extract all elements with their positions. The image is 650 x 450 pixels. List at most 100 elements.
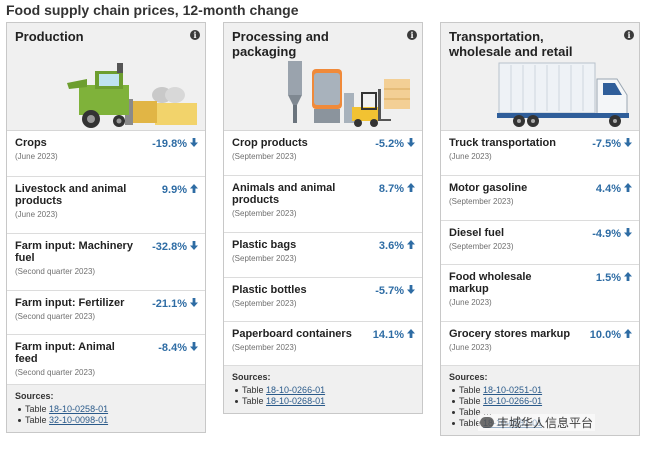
indicator-row: Livestock and animal products (June 2023…: [7, 177, 205, 234]
source-item: Table 18-10-0268-01: [232, 396, 414, 407]
indicator-date: (June 2023): [15, 152, 58, 161]
indicator-value: 3.6%: [379, 239, 416, 252]
indicator-value: -5.2%: [375, 137, 416, 150]
source-link[interactable]: 18-10-0266-01: [266, 385, 326, 395]
indicator-label: Plastic bags: [232, 239, 297, 251]
indicator-label: Diesel fuel: [449, 227, 505, 239]
source-item: Table …: [449, 407, 631, 418]
source-item: Table 18-10-0251-01: [449, 385, 631, 396]
indicator-date: (September 2023): [232, 343, 297, 352]
arrow-down-icon: [190, 298, 198, 307]
info-icon[interactable]: i: [407, 30, 417, 40]
source-link[interactable]: 18-10-0251-01: [483, 385, 543, 395]
panel-header: Transportation, wholesale and retail i: [441, 23, 639, 131]
info-icon[interactable]: i: [190, 30, 200, 40]
panel-header: Processing and packaging i: [224, 23, 422, 131]
source-item: Table 18-10-0266-01: [232, 385, 414, 396]
page-title: Food supply chain prices, 12-month chang…: [6, 2, 299, 18]
panel-title: Transportation, wholesale and retail: [449, 29, 573, 59]
indicator-value: 1.5%: [596, 271, 633, 284]
indicator-row: Food wholesale markup (June 2023) 1.5%: [441, 265, 639, 322]
source-item: Table 32-10-0098-01: [15, 415, 197, 426]
arrow-down-icon: [190, 342, 198, 351]
arrow-down-icon: [624, 228, 632, 237]
indicator-list: Crop products (September 2023) -5.2% Ani…: [224, 131, 422, 366]
panel-transportation: Transportation, wholesale and retail i: [440, 22, 640, 436]
indicator-list: Truck transportation (June 2023) -7.5% M…: [441, 131, 639, 366]
arrow-down-icon: [407, 285, 415, 294]
arrow-up-icon: [624, 183, 632, 192]
indicator-date: (Second quarter 2023): [15, 368, 96, 377]
indicator-value: -5.7%: [375, 284, 416, 297]
panel-production: Production i Crops (June 2023): [6, 22, 206, 433]
indicator-value: -32.8%: [152, 240, 199, 253]
source-item: Table 18-10-0258-01: [15, 404, 197, 415]
panel-title: Processing and packaging: [232, 29, 329, 59]
indicator-label: Animals and animal products: [232, 182, 336, 206]
indicator-value: -4.9%: [592, 227, 633, 240]
sources-label: Sources:: [232, 372, 271, 382]
combine-harvester-icon: [67, 63, 197, 128]
indicator-row: Diesel fuel (September 2023) -4.9%: [441, 221, 639, 265]
source-link[interactable]: 18-10-0266-01: [483, 396, 543, 406]
source-link[interactable]: 18-10-0268-01: [266, 396, 326, 406]
watermark: 丰城华人信息平台: [478, 414, 596, 431]
indicator-value: 10.0%: [590, 328, 633, 341]
indicator-row: Farm input: Fertilizer (Second quarter 2…: [7, 291, 205, 335]
indicator-label: Paperboard containers: [232, 328, 352, 340]
indicator-label: Farm input: Animal feed: [15, 341, 115, 365]
indicator-row: Paperboard containers (September 2023) 1…: [224, 322, 422, 366]
indicator-date: (September 2023): [232, 152, 297, 161]
indicator-date: (September 2023): [449, 197, 514, 206]
arrow-down-icon: [624, 138, 632, 147]
indicator-value: -8.4%: [158, 341, 199, 354]
indicator-date: (Second quarter 2023): [15, 312, 96, 321]
indicator-date: (Second quarter 2023): [15, 267, 96, 276]
indicator-date: (September 2023): [232, 254, 297, 263]
indicator-row: Animals and animal products (September 2…: [224, 176, 422, 233]
source-link[interactable]: 18-10-0258-01: [49, 404, 109, 414]
indicator-value: 9.9%: [162, 183, 199, 196]
arrow-up-icon: [407, 329, 415, 338]
indicator-date: (September 2023): [232, 209, 297, 218]
indicator-value: 8.7%: [379, 182, 416, 195]
indicator-list: Crops (June 2023) -19.8% Livestock and a…: [7, 131, 205, 385]
indicator-label: Plastic bottles: [232, 284, 307, 296]
arrow-down-icon: [190, 138, 198, 147]
indicator-date: (September 2023): [232, 299, 297, 308]
indicator-row: Farm input: Machinery fuel (Second quart…: [7, 234, 205, 291]
indicator-label: Food wholesale markup: [449, 271, 532, 295]
sources: Sources: Table 18-10-0266-01 Table 18-10…: [224, 366, 422, 413]
panel-processing: Processing and packaging i Cr: [223, 22, 423, 414]
indicator-value: -19.8%: [152, 137, 199, 150]
source-ellipsis: …: [483, 407, 493, 417]
indicator-row: Plastic bottles (September 2023) -5.7%: [224, 278, 422, 322]
indicator-label: Motor gasoline: [449, 182, 528, 194]
arrow-up-icon: [624, 272, 632, 281]
truck-icon: [497, 62, 629, 127]
indicator-row: Motor gasoline (September 2023) 4.4%: [441, 176, 639, 221]
indicator-date: (June 2023): [449, 152, 492, 161]
info-icon[interactable]: i: [624, 30, 634, 40]
panel-title: Production: [15, 29, 84, 44]
indicator-value: -21.1%: [152, 297, 199, 310]
source-item: Table 18-10-0266-01: [449, 396, 631, 407]
arrow-up-icon: [624, 329, 632, 338]
indicator-date: (September 2023): [449, 242, 514, 251]
sources-label: Sources:: [449, 372, 488, 382]
indicator-label: Livestock and animal products: [15, 183, 127, 207]
indicator-label: Crops: [15, 137, 47, 149]
indicator-row: Plastic bags (September 2023) 3.6%: [224, 233, 422, 278]
arrow-up-icon: [407, 240, 415, 249]
arrow-up-icon: [190, 184, 198, 193]
arrow-up-icon: [407, 183, 415, 192]
indicator-label: Crop products: [232, 137, 308, 149]
indicator-value: 4.4%: [596, 182, 633, 195]
indicator-date: (June 2023): [15, 210, 58, 219]
panel-header: Production i: [7, 23, 205, 131]
source-link[interactable]: 32-10-0098-01: [49, 415, 109, 425]
indicator-label: Grocery stores markup: [449, 328, 571, 340]
chat-bubble-icon: [480, 417, 494, 428]
indicator-row: Grocery stores markup (June 2023) 10.0%: [441, 322, 639, 366]
sources: Sources: Table 18-10-0258-01 Table 32-10…: [7, 385, 205, 432]
